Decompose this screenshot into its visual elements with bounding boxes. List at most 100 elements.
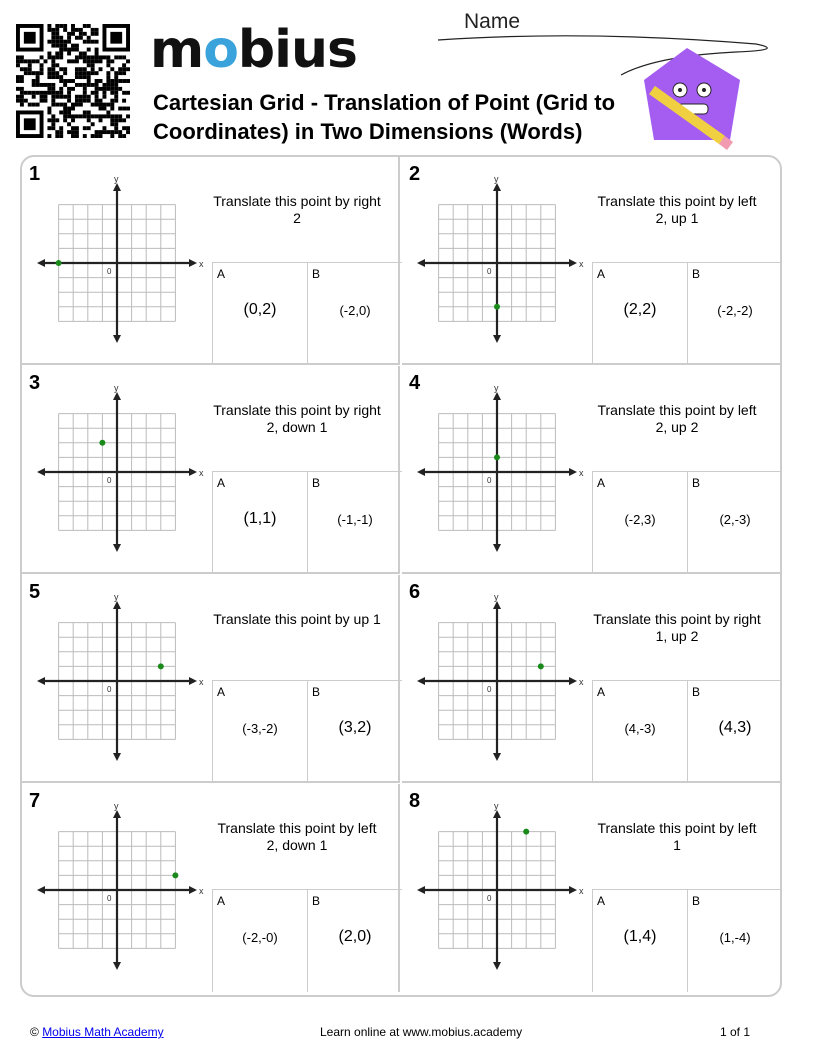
- y-arrow-down: [113, 962, 121, 970]
- coordinate-grid: x y 0: [417, 383, 584, 552]
- y-axis-label: y: [114, 174, 119, 184]
- answer-option-a[interactable]: A (0,2): [212, 262, 307, 365]
- answer-option-b[interactable]: B (3,2): [307, 680, 402, 783]
- y-arrow-up: [113, 392, 121, 400]
- x-axis-label: x: [199, 677, 204, 687]
- option-value: (-3,-2): [242, 721, 278, 736]
- option-value: (2,2): [623, 301, 657, 318]
- option-label: A: [217, 894, 226, 908]
- answer-option-a[interactable]: A (2,2): [592, 262, 687, 365]
- option-label: A: [217, 267, 226, 281]
- option-value: (1,1): [243, 510, 277, 527]
- option-label: A: [597, 685, 606, 699]
- answer-option-b[interactable]: B (1,-4): [687, 889, 780, 992]
- origin-label: 0: [107, 894, 112, 903]
- copyright-symbol: ©: [30, 1025, 39, 1039]
- option-label: B: [692, 894, 701, 908]
- answer-option-b[interactable]: B (-2,-2): [687, 262, 780, 365]
- problem-number: 8: [409, 790, 421, 812]
- y-axis-label: y: [494, 174, 499, 184]
- origin-label: 0: [487, 894, 492, 903]
- x-axis-label: x: [579, 677, 584, 687]
- coordinate-grid: x y 0: [37, 592, 204, 761]
- option-value: (2,0): [338, 928, 372, 945]
- x-arrow-left: [417, 886, 425, 894]
- problem-cell: 6 Translate this point by right 1, up 2 …: [402, 575, 780, 783]
- problem-number: 6: [409, 581, 421, 603]
- x-axis-label: x: [579, 259, 584, 269]
- problem-number: 7: [29, 790, 41, 812]
- option-value: (-2,0): [339, 303, 371, 318]
- option-value: (0,2): [243, 301, 277, 318]
- problem-cell: 8 Translate this point by left 1 A (1,4)…: [402, 784, 780, 992]
- origin-label: 0: [487, 476, 492, 485]
- option-value: (3,2): [338, 719, 372, 736]
- option-value: (4,-3): [624, 721, 656, 736]
- answer-option-b[interactable]: B (2,-3): [687, 471, 780, 574]
- mobius-academy-link[interactable]: Mobius Math Academy: [42, 1025, 164, 1039]
- option-value: (1,-4): [719, 930, 751, 945]
- x-arrow-left: [37, 259, 45, 267]
- problem-number: 2: [409, 163, 421, 185]
- y-arrow-up: [113, 810, 121, 818]
- problem-prompt: Translate this point by left 2, down 1: [217, 820, 377, 853]
- page-title: Cartesian Grid - Translation of Point (G…: [153, 90, 616, 144]
- y-axis-label: y: [114, 592, 119, 602]
- option-label: A: [597, 476, 606, 490]
- plotted-point: [172, 872, 179, 879]
- mobius-logo: mobius: [150, 20, 358, 80]
- answer-option-b[interactable]: B (4,3): [687, 680, 780, 783]
- x-arrow-right: [189, 468, 197, 476]
- problem-prompt: Translate this point by left 2, up 1: [597, 193, 757, 226]
- coordinate-grid: x y 0: [37, 174, 204, 343]
- x-arrow-right: [189, 259, 197, 267]
- answer-option-a[interactable]: A (4,-3): [592, 680, 687, 783]
- plotted-point: [523, 828, 530, 835]
- problem-number: 3: [29, 372, 41, 394]
- option-label: B: [692, 267, 701, 281]
- y-arrow-up: [113, 183, 121, 191]
- x-axis-label: x: [579, 468, 584, 478]
- answer-option-a[interactable]: A (-2,-0): [212, 889, 307, 992]
- coordinate-grid: x y 0: [417, 801, 584, 970]
- answer-option-b[interactable]: B (2,0): [307, 889, 402, 992]
- problem-cell: 5 Translate this point by up 1 A (-3,-2)…: [22, 575, 402, 783]
- problem-number: 1: [29, 163, 41, 185]
- origin-label: 0: [107, 476, 112, 485]
- y-arrow-up: [493, 601, 501, 609]
- x-arrow-left: [417, 468, 425, 476]
- option-label: B: [312, 267, 321, 281]
- x-arrow-right: [569, 468, 577, 476]
- qr-code: [16, 24, 130, 138]
- answer-option-a[interactable]: A (1,4): [592, 889, 687, 992]
- option-label: A: [597, 267, 606, 281]
- problem-number: 4: [409, 372, 421, 394]
- y-arrow-up: [493, 392, 501, 400]
- x-arrow-right: [569, 259, 577, 267]
- answer-option-b[interactable]: B (-1,-1): [307, 471, 402, 574]
- problem-prompt: Translate this point by right 2: [213, 193, 381, 226]
- problem-prompt: Translate this point by left 1: [597, 820, 757, 853]
- x-axis-label: x: [579, 886, 584, 896]
- origin-label: 0: [487, 685, 492, 694]
- plotted-point: [537, 663, 544, 670]
- x-arrow-right: [569, 886, 577, 894]
- option-label: B: [312, 685, 321, 699]
- x-arrow-left: [37, 468, 45, 476]
- problem-number: 5: [29, 581, 41, 603]
- answer-option-a[interactable]: A (1,1): [212, 471, 307, 574]
- problem-prompt: Translate this point by up 1: [213, 611, 381, 627]
- y-axis-label: y: [494, 801, 499, 811]
- answer-option-b[interactable]: B (-2,0): [307, 262, 402, 365]
- problem-cell: 2 Translate this point by left 2, up 1 A…: [402, 157, 780, 365]
- x-axis-label: x: [199, 468, 204, 478]
- answer-option-a[interactable]: A (-3,-2): [212, 680, 307, 783]
- x-arrow-left: [417, 677, 425, 685]
- option-value: (2,-3): [719, 512, 751, 527]
- y-arrow-down: [113, 753, 121, 761]
- origin-label: 0: [107, 267, 112, 276]
- answer-option-a[interactable]: A (-2,3): [592, 471, 687, 574]
- footer-center-text: Learn online at www.mobius.academy: [320, 1025, 523, 1039]
- option-value: (4,3): [718, 719, 752, 736]
- x-axis-label: x: [199, 259, 204, 269]
